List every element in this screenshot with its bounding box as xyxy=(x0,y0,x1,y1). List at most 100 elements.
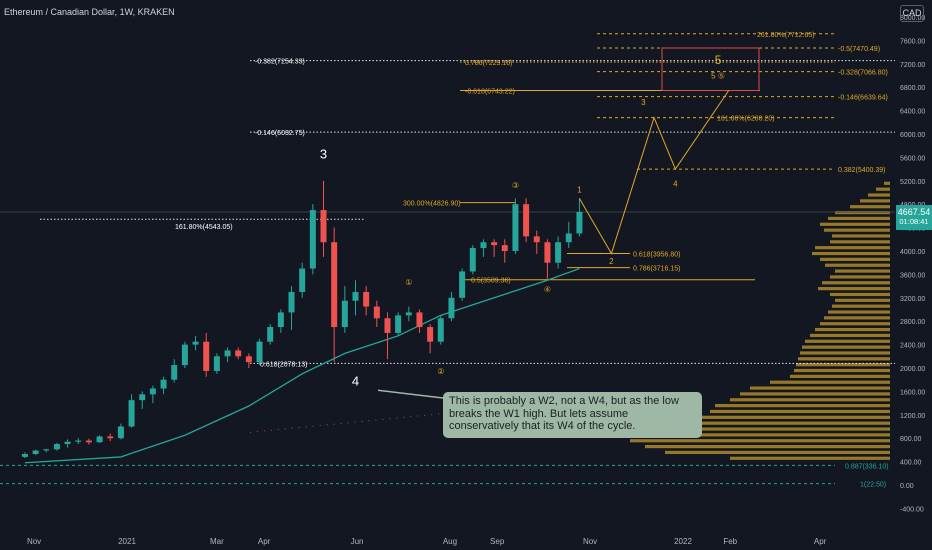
wave-label: ③ xyxy=(512,181,519,190)
candle-body xyxy=(107,436,114,439)
volume-profile-bar xyxy=(828,216,890,221)
candle-body xyxy=(395,315,402,333)
symbol-title[interactable]: Ethereum / Canadian Dollar, 1W, KRAKEN xyxy=(4,7,175,17)
candle-body xyxy=(405,312,412,316)
y-axis-tick-label: 5600.00 xyxy=(900,155,925,162)
candle-body xyxy=(320,210,327,243)
volume-profile-bar xyxy=(794,368,890,373)
note-pointer xyxy=(377,389,444,399)
fib-level-label: -0.382(7254.33) xyxy=(255,59,305,66)
fib-level-label: 0.5(3509.36) xyxy=(471,278,511,285)
volume-profile-bar xyxy=(860,199,890,203)
wave-label: 3 xyxy=(641,98,646,107)
candle-body xyxy=(64,441,71,445)
candle-body xyxy=(331,242,338,328)
y-axis-tick-label: 2800.00 xyxy=(900,319,925,326)
volume-profile-bar xyxy=(796,363,890,367)
x-axis-tick-label: Jun xyxy=(351,537,364,546)
fib-level-label: 300.00%(4826.90) xyxy=(403,201,461,208)
x-axis-tick-label: Aug xyxy=(443,537,457,546)
candle-body xyxy=(32,450,39,454)
volume-profile-bar xyxy=(815,327,890,332)
candle-body xyxy=(224,350,231,357)
x-axis-tick-label: Nov xyxy=(583,537,597,546)
candle-body xyxy=(555,242,562,263)
candle-body xyxy=(373,306,380,319)
y-axis-tick-label: 800.00 xyxy=(900,436,922,443)
volume-profile-bar xyxy=(730,398,890,402)
volume-profile-bar xyxy=(812,251,890,256)
volume-profile-bar xyxy=(850,205,890,209)
candle-body xyxy=(277,312,284,328)
candle-body xyxy=(171,365,178,380)
bar-countdown: 01:08:41 xyxy=(899,217,929,226)
candle-body xyxy=(128,400,135,427)
y-axis-tick-label: 7200.00 xyxy=(900,62,925,69)
x-axis-tick-label: Feb xyxy=(723,537,737,546)
wave-label: 1 xyxy=(577,186,582,195)
volume-profile-bar xyxy=(820,222,890,226)
x-axis-tick-label: Sep xyxy=(490,537,505,546)
volume-profile-bar xyxy=(832,234,890,238)
volume-profile-bar xyxy=(805,339,890,343)
volume-profile-bar xyxy=(750,386,890,390)
y-axis-tick-label: 400.00 xyxy=(900,460,922,467)
y-axis-tick-label: 0.00 xyxy=(900,483,914,490)
volume-profile-bar xyxy=(822,281,890,285)
volume-profile-bar xyxy=(824,228,890,232)
y-axis-tick-label: 6000.00 xyxy=(900,132,925,139)
candle-body xyxy=(181,344,188,366)
candle-body xyxy=(96,436,103,443)
annotation-note[interactable]: This is probably a W2, not a W4, but as … xyxy=(443,392,702,438)
volume-profile-bar xyxy=(832,304,890,308)
currency-badge[interactable]: CAD xyxy=(900,5,924,22)
fib-level-label: 0.786(3716.15) xyxy=(633,266,680,273)
candle-body xyxy=(267,327,274,342)
candle-body xyxy=(43,449,50,451)
volume-profile-bar xyxy=(830,292,890,297)
candle-body xyxy=(149,388,156,395)
volume-profile-bar xyxy=(690,415,890,419)
last-price: 4667.54 xyxy=(897,207,931,217)
fib-level-label: -0.328(7066.80) xyxy=(838,70,888,77)
volume-profile-bar xyxy=(665,450,890,455)
candle-body xyxy=(256,341,263,363)
candle-body xyxy=(203,341,210,371)
volume-profile-bar xyxy=(830,240,890,244)
volume-profile-bar xyxy=(800,351,890,355)
volume-profile-bar xyxy=(798,357,890,361)
volume-profile-bar xyxy=(825,263,890,267)
candle-body xyxy=(533,236,540,243)
candle-body xyxy=(245,356,252,363)
y-axis-tick-label: 8000.00 xyxy=(900,15,925,22)
volume-profile-bar xyxy=(710,409,890,414)
fib-level-label: 0.618(2078.13) xyxy=(260,361,307,368)
volume-profile-bar xyxy=(660,433,890,437)
candle-body xyxy=(480,242,487,249)
y-axis-tick-label: 6800.00 xyxy=(900,85,925,92)
fib-level-label: 1(22.50) xyxy=(860,482,886,489)
candle-body xyxy=(544,242,551,263)
fib-level-label: -0.618(6743.22) xyxy=(465,89,515,96)
wave-label: 3 xyxy=(320,147,327,162)
y-axis-tick-label: 5200.00 xyxy=(900,179,925,186)
volume-profile-bar xyxy=(835,298,890,302)
wave-label: 2 xyxy=(609,257,614,266)
wave-label: 5 xyxy=(715,53,722,67)
candle-body xyxy=(139,394,146,401)
volume-profile-bar xyxy=(715,404,890,408)
candle-body xyxy=(117,426,124,439)
fib-level-label: 161.80%(6280.20) xyxy=(717,116,775,123)
volume-profile-bar xyxy=(815,246,890,250)
wave-label: ① xyxy=(405,278,412,287)
volume-profile-bar xyxy=(685,421,890,425)
wave-projection-path xyxy=(578,90,730,255)
volume-profile-bar xyxy=(810,333,890,338)
candle-body xyxy=(448,297,455,319)
wave-label: 4 xyxy=(352,374,359,389)
candle-body xyxy=(160,379,167,389)
x-axis-tick-label: Nov xyxy=(27,537,41,546)
wave-label: ④ xyxy=(544,285,551,294)
fib-level-label: -0.5(7470.49) xyxy=(838,46,880,53)
